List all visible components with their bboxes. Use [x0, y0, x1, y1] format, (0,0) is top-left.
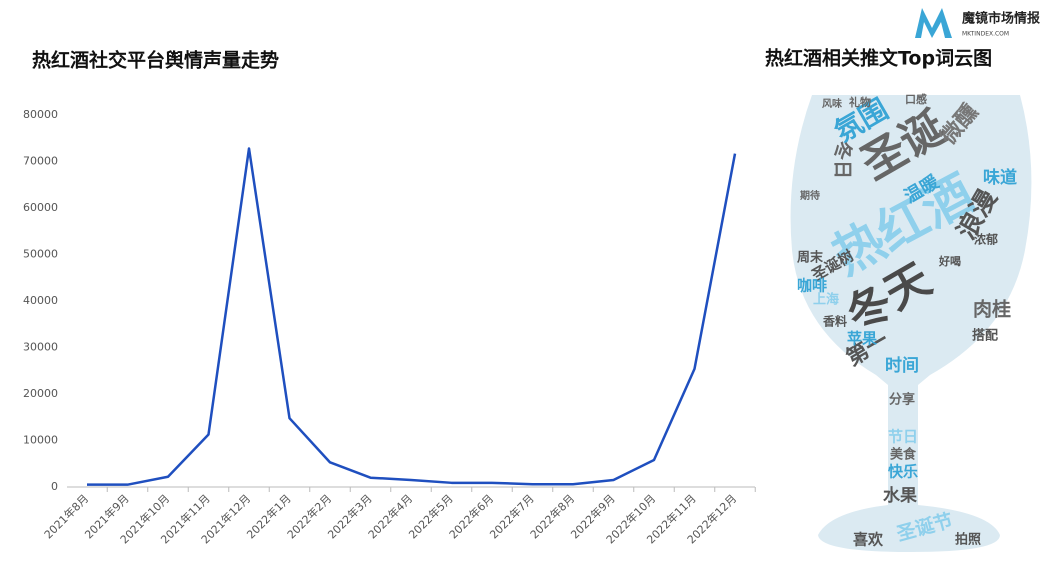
cloud-word: 风味	[822, 97, 842, 110]
cloud-word: 美食	[890, 447, 917, 463]
cloud-word: 喜欢	[853, 531, 884, 549]
logo-icon	[915, 8, 952, 38]
line-series	[87, 147, 737, 486]
glass-shape	[790, 95, 1032, 552]
chart-title: 热红酒社交平台舆情声量走势	[32, 49, 279, 72]
cloud-word: 水果	[883, 485, 917, 506]
y-tick-label: 0	[51, 480, 58, 493]
logo-url: MKTINDEX.COM	[962, 31, 1009, 38]
cloud-word: 节日	[888, 428, 918, 446]
y-tick-label: 40000	[23, 294, 58, 307]
cloud-title: 热红酒相关推文Top词云图	[765, 47, 992, 70]
cloud-word: 味道	[983, 167, 1017, 188]
cloud-word: 香料	[822, 314, 847, 329]
cloud-word: 搭配	[972, 328, 998, 344]
cloud-word: 快乐	[888, 463, 918, 481]
cloud-word: 冬日	[832, 141, 855, 179]
cloud-word: 拍照	[955, 532, 981, 548]
y-tick-label: 20000	[23, 387, 58, 400]
y-tick-label: 50000	[23, 248, 58, 261]
cloud-word: 时间	[885, 355, 919, 376]
cloud-word: 口感	[905, 92, 927, 106]
cloud-word: 咖啡	[797, 277, 827, 295]
cloud-word: 浓郁	[974, 232, 998, 247]
y-tick-label: 80000	[23, 108, 58, 121]
cloud-word: 肉桂	[973, 298, 1011, 321]
plot: 0 10000 20000 30000 40000 50000 60000 70000 8000…	[23, 108, 756, 546]
cloud-word: 好喝	[938, 254, 961, 268]
y-tick-label: 60000	[23, 201, 58, 214]
logo-name: 魔镜市场情报	[962, 11, 1041, 27]
cloud-word: 礼物	[849, 95, 871, 109]
cloud-word: 周末	[797, 250, 824, 266]
cloud-word: 苹果	[847, 330, 878, 348]
cloud-word: 分享	[889, 392, 915, 408]
cloud-word: 期待	[800, 189, 820, 202]
y-tick-label: 70000	[23, 155, 58, 168]
y-tick-label: 30000	[23, 341, 58, 354]
cloud-word: 上海	[813, 292, 839, 308]
y-tick-label: 10000	[23, 434, 58, 447]
